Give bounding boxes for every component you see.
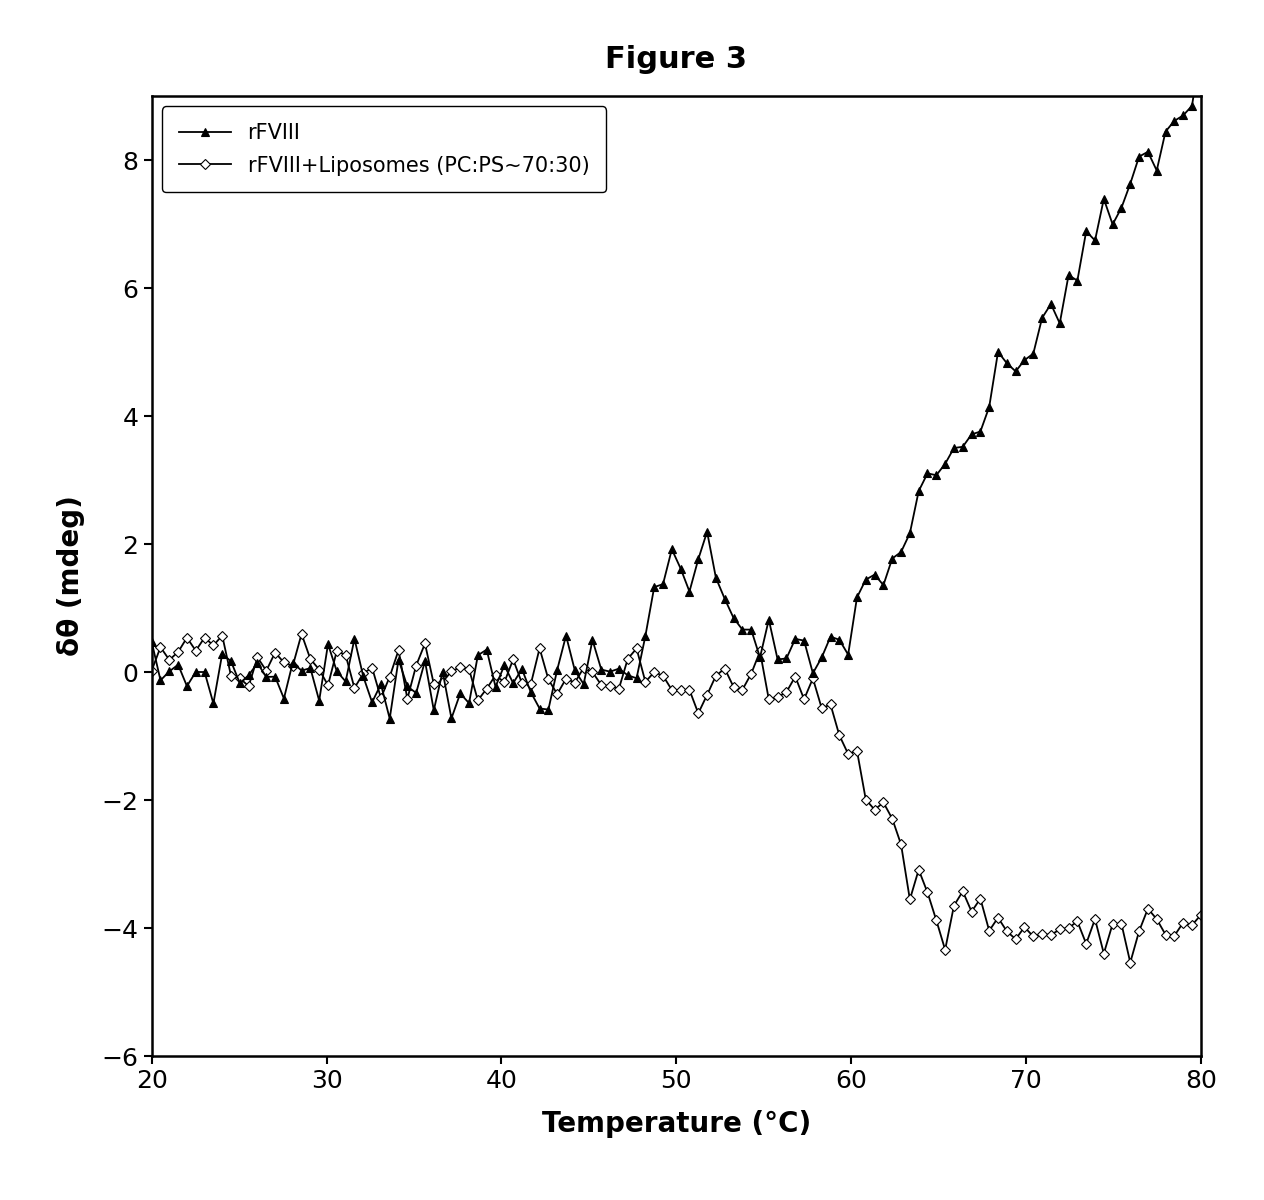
rFVIII+Liposomes (PC:PS~70:30)	[876, 796, 891, 810]
Y-axis label: δθ (mdeg): δθ (mdeg)	[57, 496, 85, 656]
rFVIII	[1167, 114, 1182, 128]
rFVIII+Liposomes (PC:PS~70:30)	[1193, 907, 1208, 922]
rFVIII+Liposomes (PC:PS~70:30)	[1122, 955, 1138, 970]
Legend: rFVIII, rFVIII+Liposomes (PC:PS~70:30): rFVIII, rFVIII+Liposomes (PC:PS~70:30)	[162, 107, 605, 192]
rFVIII+Liposomes (PC:PS~70:30)	[435, 674, 450, 689]
rFVIII	[1193, 42, 1208, 56]
rFVIII	[144, 635, 159, 649]
rFVIII	[982, 400, 997, 414]
rFVIII	[382, 712, 397, 726]
rFVIII+Liposomes (PC:PS~70:30)	[373, 691, 388, 706]
rFVIII	[876, 578, 891, 593]
rFVIII+Liposomes (PC:PS~70:30)	[734, 683, 750, 697]
Title: Figure 3: Figure 3	[605, 46, 747, 74]
rFVIII	[364, 695, 379, 709]
rFVIII+Liposomes (PC:PS~70:30)	[295, 626, 310, 641]
rFVIII+Liposomes (PC:PS~70:30)	[1176, 916, 1191, 930]
rFVIII	[734, 623, 750, 637]
X-axis label: Temperature (°C): Temperature (°C)	[541, 1110, 811, 1138]
rFVIII+Liposomes (PC:PS~70:30)	[144, 664, 159, 678]
Line: rFVIII+Liposomes (PC:PS~70:30): rFVIII+Liposomes (PC:PS~70:30)	[148, 630, 1205, 966]
Line: rFVIII: rFVIII	[148, 46, 1205, 722]
rFVIII	[435, 665, 450, 679]
rFVIII+Liposomes (PC:PS~70:30)	[982, 924, 997, 938]
